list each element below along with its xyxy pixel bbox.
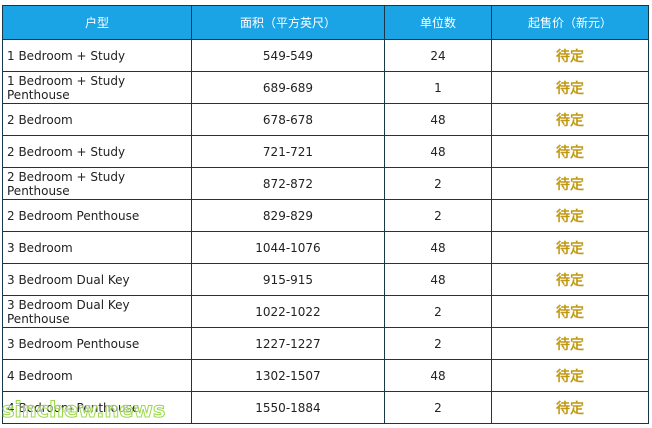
- cell-area: 1044-1076: [191, 231, 385, 264]
- cell-unit-count: 2: [384, 295, 492, 328]
- unit-table: 户型 面积（平方英尺） 单位数 起售价（新元） 1 Bedroom + Stud…: [2, 5, 649, 424]
- cell-unit-count: 24: [384, 39, 492, 72]
- cell-starting-price: 待定: [491, 71, 649, 104]
- cell-unit-count: 48: [384, 103, 492, 136]
- cell-unit-count: 48: [384, 231, 492, 264]
- cell-starting-price: 待定: [491, 103, 649, 136]
- cell-unit-type: 3 Bedroom Penthouse: [2, 327, 192, 360]
- cell-unit-type: 4 Bedroom: [2, 359, 192, 392]
- cell-starting-price: 待定: [491, 199, 649, 232]
- cell-starting-price: 待定: [491, 39, 649, 72]
- cell-unit-type: 1 Bedroom + Study Penthouse: [2, 71, 192, 104]
- cell-unit-count: 2: [384, 199, 492, 232]
- cell-unit-type: 2 Bedroom: [2, 103, 192, 136]
- table-row: 3 Bedroom 1044-1076 48 待定: [2, 231, 649, 264]
- unit-table-container: 户型 面积（平方英尺） 单位数 起售价（新元） 1 Bedroom + Stud…: [2, 5, 649, 424]
- cell-starting-price: 待定: [491, 231, 649, 264]
- cell-unit-count: 48: [384, 359, 492, 392]
- cell-area: 915-915: [191, 263, 385, 296]
- cell-area: 1302-1507: [191, 359, 385, 392]
- cell-area: 678-678: [191, 103, 385, 136]
- table-row: 3 Bedroom Dual Key Penthouse 1022-1022 2 待定: [2, 295, 649, 328]
- cell-starting-price: 待定: [491, 263, 649, 296]
- header-unit-type: 户型: [2, 5, 192, 40]
- cell-starting-price: 待定: [491, 327, 649, 360]
- cell-unit-type: 2 Bedroom + Study Penthouse: [2, 167, 192, 200]
- table-row: 2 Bedroom + Study 721-721 48 待定: [2, 135, 649, 168]
- cell-starting-price: 待定: [491, 391, 649, 424]
- cell-unit-type: 3 Bedroom Dual Key Penthouse: [2, 295, 192, 328]
- cell-unit-count: 2: [384, 391, 492, 424]
- cell-area: 872-872: [191, 167, 385, 200]
- cell-unit-type: 2 Bedroom + Study: [2, 135, 192, 168]
- cell-area: 1022-1022: [191, 295, 385, 328]
- cell-area: 1550-1884: [191, 391, 385, 424]
- table-row: 1 Bedroom + Study Penthouse 689-689 1 待定: [2, 71, 649, 104]
- cell-area: 829-829: [191, 199, 385, 232]
- cell-unit-type: 4 Bedroom Penthouse: [2, 391, 192, 424]
- cell-starting-price: 待定: [491, 295, 649, 328]
- header-unit-count: 单位数: [384, 5, 492, 40]
- cell-area: 721-721: [191, 135, 385, 168]
- cell-area: 689-689: [191, 71, 385, 104]
- cell-unit-count: 1: [384, 71, 492, 104]
- table-row: 2 Bedroom Penthouse 829-829 2 待定: [2, 199, 649, 232]
- cell-unit-count: 48: [384, 135, 492, 168]
- table-row: 1 Bedroom + Study 549-549 24 待定: [2, 39, 649, 72]
- header-starting-price: 起售价（新元）: [491, 5, 649, 40]
- header-area: 面积（平方英尺）: [191, 5, 385, 40]
- cell-unit-type: 3 Bedroom: [2, 231, 192, 264]
- table-row: 4 Bedroom 1302-1507 48 待定: [2, 359, 649, 392]
- cell-unit-type: 1 Bedroom + Study: [2, 39, 192, 72]
- cell-unit-count: 48: [384, 263, 492, 296]
- cell-starting-price: 待定: [491, 359, 649, 392]
- table-header-row: 户型 面积（平方英尺） 单位数 起售价（新元）: [2, 5, 649, 40]
- table-row: 4 Bedroom Penthouse 1550-1884 2 待定: [2, 391, 649, 424]
- cell-unit-type: 2 Bedroom Penthouse: [2, 199, 192, 232]
- table-body: 1 Bedroom + Study 549-549 24 待定 1 Bedroom + …: [2, 39, 649, 424]
- cell-area: 549-549: [191, 39, 385, 72]
- cell-unit-count: 2: [384, 167, 492, 200]
- cell-starting-price: 待定: [491, 135, 649, 168]
- table-row: 2 Bedroom 678-678 48 待定: [2, 103, 649, 136]
- cell-unit-count: 2: [384, 327, 492, 360]
- table-row: 3 Bedroom Dual Key 915-915 48 待定: [2, 263, 649, 296]
- cell-unit-type: 3 Bedroom Dual Key: [2, 263, 192, 296]
- cell-area: 1227-1227: [191, 327, 385, 360]
- cell-starting-price: 待定: [491, 167, 649, 200]
- table-row: 2 Bedroom + Study Penthouse 872-872 2 待定: [2, 167, 649, 200]
- table-row: 3 Bedroom Penthouse 1227-1227 2 待定: [2, 327, 649, 360]
